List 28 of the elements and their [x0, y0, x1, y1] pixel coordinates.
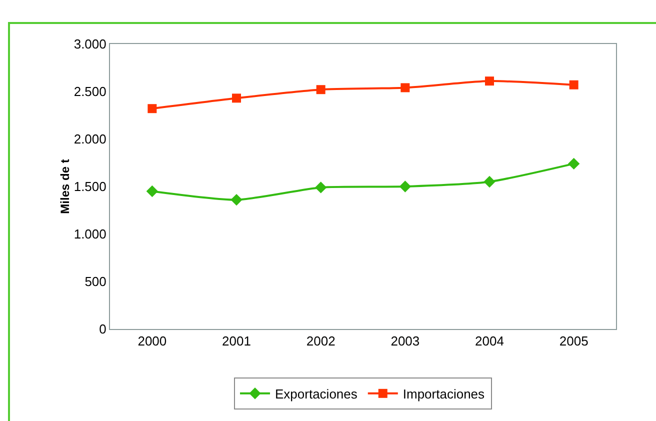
x-tick-label: 2002 [306, 334, 336, 349]
y-tick-label: 3.000 [74, 36, 106, 52]
point [569, 80, 578, 90]
y-tick-label: 2.500 [74, 84, 106, 100]
y-tick-label: 0 [99, 322, 106, 337]
y-tick-label: 500 [84, 274, 106, 290]
y-axis-title: Miles de t [58, 159, 72, 214]
y-tick-label: 1.000 [74, 226, 106, 242]
x-tick-label: 2004 [475, 334, 504, 349]
point [485, 76, 494, 86]
y-tick-label: 2.000 [74, 132, 106, 147]
point [568, 158, 580, 170]
point [232, 94, 241, 103]
legend-label: Importaciones [402, 386, 486, 402]
x-tick-label: 2003 [390, 334, 420, 349]
point [314, 182, 327, 194]
legend-label: Exportaciones [275, 386, 358, 402]
point [230, 194, 242, 206]
point [148, 104, 157, 114]
point [484, 176, 496, 188]
point [399, 180, 412, 192]
x-tick-label: 2005 [559, 334, 588, 349]
point [316, 85, 326, 94]
x-tick-label: 2001 [222, 334, 251, 349]
point [400, 83, 410, 92]
point [146, 185, 158, 198]
y-tick-label: 1.500 [74, 179, 106, 194]
x-tick-label: 2000 [138, 334, 167, 349]
